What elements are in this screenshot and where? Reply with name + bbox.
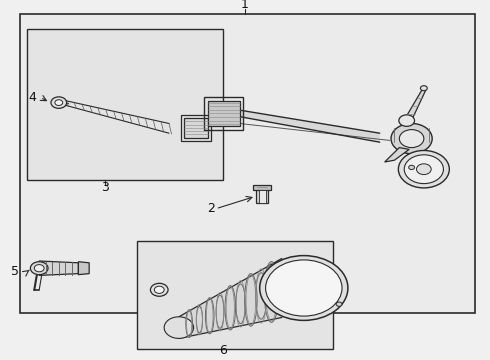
Circle shape (391, 123, 432, 154)
Circle shape (55, 100, 63, 105)
Bar (137, 241, 333, 349)
Circle shape (420, 86, 427, 91)
Circle shape (336, 302, 342, 306)
Text: 2: 2 (207, 202, 215, 215)
Polygon shape (39, 261, 78, 275)
Polygon shape (238, 110, 380, 142)
Polygon shape (78, 262, 89, 275)
Circle shape (404, 155, 443, 184)
Polygon shape (259, 190, 266, 203)
Circle shape (51, 97, 67, 108)
Polygon shape (385, 148, 409, 162)
Polygon shape (208, 101, 240, 126)
Circle shape (260, 256, 348, 320)
Circle shape (409, 165, 415, 170)
Polygon shape (253, 185, 271, 190)
Circle shape (266, 260, 342, 316)
Text: 5: 5 (11, 265, 19, 278)
Circle shape (398, 150, 449, 188)
Text: 1: 1 (241, 0, 249, 11)
Circle shape (154, 286, 164, 293)
Circle shape (34, 265, 44, 272)
Circle shape (416, 164, 431, 175)
Polygon shape (403, 90, 426, 122)
Circle shape (164, 317, 194, 338)
Polygon shape (179, 258, 282, 338)
Text: 4: 4 (28, 91, 36, 104)
Text: 3: 3 (101, 181, 109, 194)
Bar (27, 29, 223, 180)
Text: 6: 6 (219, 345, 227, 357)
Circle shape (399, 130, 424, 148)
Polygon shape (256, 187, 268, 203)
Circle shape (150, 283, 168, 296)
Circle shape (399, 115, 415, 126)
Circle shape (30, 262, 48, 275)
Polygon shape (184, 118, 208, 138)
Polygon shape (407, 153, 443, 162)
Bar (20, 14, 475, 313)
